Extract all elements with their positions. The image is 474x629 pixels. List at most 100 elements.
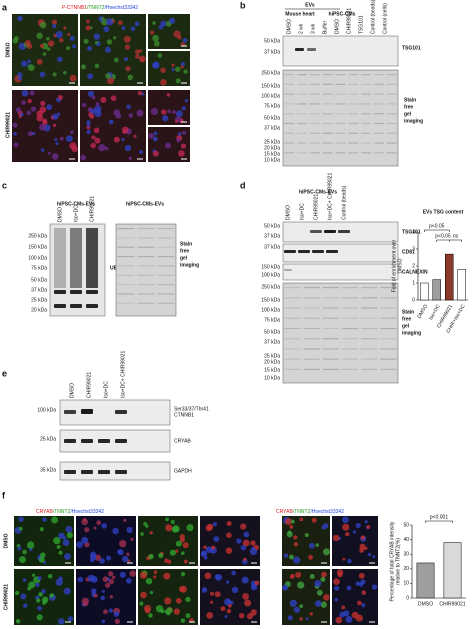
cell (81, 536, 89, 544)
stain-band (322, 368, 339, 370)
stain-band (284, 338, 301, 340)
label: hiPSC-CMs-EVs (126, 201, 164, 207)
cell (320, 576, 326, 582)
stain-band (303, 338, 320, 340)
mw-marker: 15 kDa (264, 151, 280, 157)
cell (66, 532, 73, 539)
cell (314, 600, 322, 607)
cell (27, 98, 32, 104)
cell (126, 577, 132, 584)
blot (282, 69, 399, 167)
cell (184, 99, 189, 103)
cell (22, 578, 27, 582)
stain-band (373, 113, 384, 115)
cell (139, 571, 148, 579)
cell (174, 549, 179, 553)
cell (54, 138, 58, 142)
cell (27, 59, 31, 64)
cell (346, 585, 352, 591)
cell (243, 557, 247, 562)
cell (21, 89, 29, 97)
cell (299, 517, 304, 522)
stain-band (284, 103, 295, 105)
cell (135, 54, 140, 59)
cell (172, 110, 176, 114)
cell (124, 44, 131, 50)
y-tick-label: 3 (412, 246, 415, 252)
annotation: ns (453, 233, 459, 239)
cell (39, 106, 47, 113)
stain-band (297, 132, 308, 134)
cell (76, 541, 83, 548)
y-tick-label: 40 (403, 537, 409, 543)
cell (86, 129, 91, 135)
lane-label: DMSO (69, 383, 75, 398)
stain-band (157, 228, 175, 230)
cell (371, 584, 378, 590)
cell (200, 550, 208, 558)
mw-marker: 25 kDa (31, 297, 47, 303)
mw-marker: 25 kDa (264, 353, 280, 359)
cell (250, 609, 257, 616)
stain-band (284, 368, 301, 370)
cell (355, 581, 361, 586)
cell (201, 587, 208, 593)
cell (145, 577, 153, 585)
cell (309, 612, 313, 616)
mw-marker: 20 kDa (264, 145, 280, 151)
stain-band (322, 307, 339, 309)
cell (103, 26, 110, 33)
cell (36, 32, 43, 39)
cell (38, 556, 45, 563)
stain-band (297, 122, 308, 125)
stain-band (157, 293, 175, 295)
cell (293, 535, 298, 540)
cell (18, 516, 24, 522)
stain-band (322, 317, 339, 319)
y-tick-label: 20 (403, 566, 409, 572)
cell (158, 25, 164, 30)
cell (166, 607, 173, 614)
panel-letter: a (2, 2, 8, 12)
cell (123, 518, 127, 522)
cell (58, 95, 63, 100)
cell (93, 127, 100, 134)
cell (108, 119, 114, 125)
cell (83, 38, 89, 44)
stain-band (348, 113, 359, 115)
cell (46, 47, 51, 52)
stain-band (342, 338, 359, 340)
blot (282, 243, 399, 263)
cell (113, 57, 119, 63)
lane-label: Buffer (322, 20, 328, 34)
lane-label: 2 wk (298, 23, 304, 34)
cell (128, 156, 132, 161)
mw-marker: 150 kDa (261, 264, 280, 270)
cell (335, 616, 343, 624)
stain-band (361, 113, 371, 115)
cell (108, 608, 113, 613)
cell (40, 552, 46, 558)
cell (290, 519, 295, 524)
cell (205, 546, 213, 554)
cell (164, 558, 169, 563)
stain-band (310, 122, 320, 125)
cell (100, 96, 107, 103)
y-tick-label: 30 (403, 552, 409, 558)
stain-band (373, 93, 384, 95)
mw-marker: 100 kDa (261, 93, 280, 99)
cell (321, 571, 327, 578)
cell (150, 107, 159, 116)
cell (67, 616, 74, 622)
lane-label: Iso+DC (73, 205, 79, 222)
cell (90, 142, 96, 149)
mw-marker: 25 kDa (264, 139, 280, 145)
cell (31, 131, 36, 136)
stain-band (297, 113, 308, 115)
cell (100, 595, 106, 601)
stain-band (386, 122, 397, 125)
side-label: gel (402, 323, 410, 329)
cell (225, 547, 233, 554)
cell (153, 575, 157, 579)
cell (231, 570, 236, 576)
